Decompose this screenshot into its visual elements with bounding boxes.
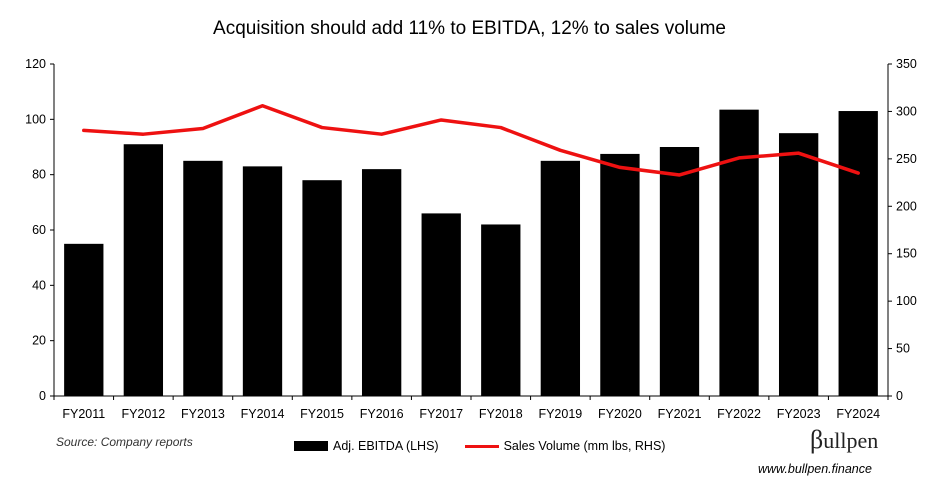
left-tick-label: 0 (39, 389, 46, 403)
left-tick-label: 40 (32, 278, 46, 292)
axes-layer: 0 20 40 60 80 100 120 0 50 100 150 200 250 300 350 FY20… (25, 57, 917, 421)
right-tick-label: 0 (896, 389, 903, 403)
bar-fy2024 (838, 111, 878, 397)
right-tick-label: 250 (896, 152, 917, 166)
x-tick-label-fy2017: FY2017 (419, 407, 463, 421)
chart-title: Acquisition should add 11% to EBITDA, 12… (213, 18, 726, 39)
right-tick-label: 100 (896, 294, 917, 308)
left-tick-label: 120 (25, 57, 46, 71)
right-tick-label: 200 (896, 199, 917, 213)
legend: Adj. EBITDA (LHS) Sales Volume (mm lbs, … (294, 439, 691, 453)
x-tick-label-fy2021: FY2021 (658, 407, 702, 421)
left-tick-label: 80 (32, 168, 46, 182)
left-tick-label: 20 (32, 334, 46, 348)
x-tick-label-fy2015: FY2015 (300, 407, 344, 421)
x-tick-label-fy2024: FY2024 (836, 407, 880, 421)
sales-volume-line (82, 103, 860, 177)
legend-swatch-bar (294, 441, 328, 451)
x-tick-label-fy2014: FY2014 (241, 407, 285, 421)
bar-fy2017 (421, 213, 461, 396)
legend-swatch-line (464, 444, 499, 448)
bar-fy2021 (659, 147, 700, 396)
x-tick-label-fy2020: FY2020 (598, 407, 642, 421)
right-tick-label: 300 (896, 104, 917, 118)
x-tick-label-fy2013: FY2013 (181, 407, 225, 421)
bars-layer (64, 109, 878, 397)
x-tick-label-fy2016: FY2016 (360, 407, 404, 421)
bar-fy2018 (481, 224, 521, 396)
left-tick-label: 100 (25, 112, 46, 126)
bar-fy2011 (64, 243, 104, 396)
line-layer (82, 103, 860, 177)
bar-fy2015 (302, 180, 342, 396)
bar-fy2013 (183, 160, 223, 396)
x-tick-label-fy2018: FY2018 (479, 407, 523, 421)
legend-item-volume: Sales Volume (mm lbs, RHS) (464, 439, 666, 453)
bar-fy2019 (540, 160, 581, 396)
bar-fy2023 (778, 133, 819, 396)
x-tick-label-fy2011: FY2011 (62, 407, 105, 421)
x-tick-label-fy2019: FY2019 (538, 407, 582, 421)
bar-fy2016 (361, 169, 402, 396)
legend-item-ebitda: Adj. EBITDA (LHS) (294, 439, 439, 453)
bar-fy2012 (123, 144, 164, 396)
right-tick-label: 350 (896, 57, 917, 71)
right-tick-label: 150 (896, 247, 917, 261)
left-tick-label: 60 (32, 223, 46, 237)
brand-url: www.bullpen.finance (758, 462, 872, 476)
bar-fy2014 (242, 166, 283, 396)
bar-fy2022 (719, 109, 759, 397)
right-tick-label: 50 (896, 342, 910, 356)
bar-fy2020 (600, 153, 640, 396)
legend-label-volume: Sales Volume (mm lbs, RHS) (503, 439, 666, 453)
x-tick-label-fy2023: FY2023 (777, 407, 821, 421)
source-note: Source: Company reports (56, 435, 193, 449)
legend-label-ebitda: Adj. EBITDA (LHS) (333, 439, 439, 453)
x-tick-label-fy2022: FY2022 (717, 407, 761, 421)
x-tick-label-fy2012: FY2012 (121, 407, 165, 421)
brand-logo: βullpen (810, 425, 879, 454)
